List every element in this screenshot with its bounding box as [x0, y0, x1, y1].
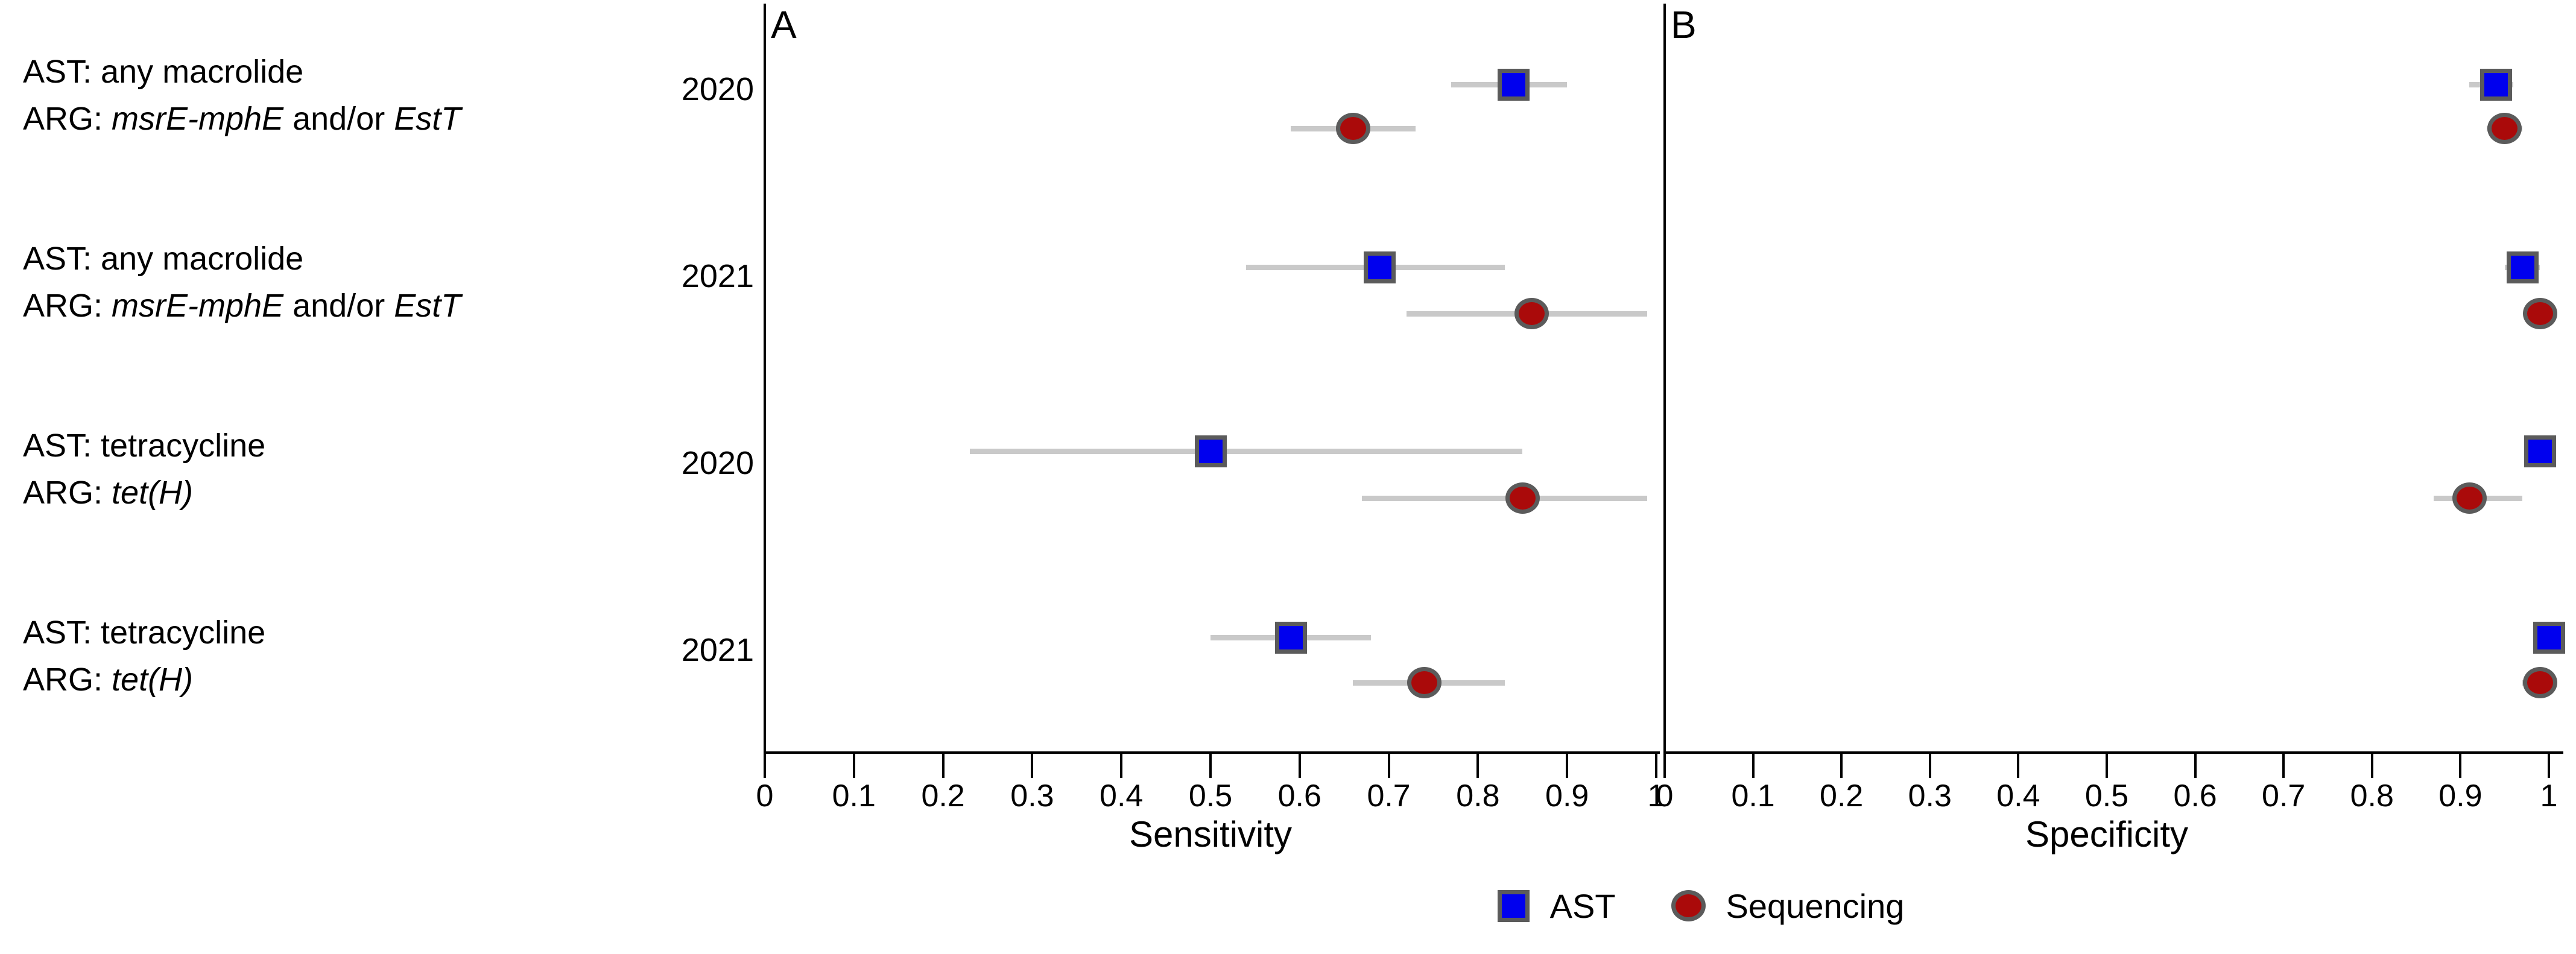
row-label-line2: ARG: tet(H) [23, 475, 194, 511]
panel-B-axis-title: Specificity [2025, 814, 2189, 854]
panel-B-tick-label: 0.1 [1731, 779, 1775, 813]
year-label-group-1: 2020 [681, 71, 754, 107]
row-label-line1: AST: tetracycline [23, 614, 266, 651]
marker-sequencing-g3-A [1505, 482, 1540, 514]
panel-A-tick [1031, 754, 1034, 778]
panel-A-axis-title: Sensitivity [1128, 814, 1293, 854]
panel-B-tick [2459, 754, 2462, 778]
panel-B-x-axis [1663, 751, 2563, 754]
panel-A-x-axis [764, 751, 1660, 754]
row-label-line1: AST: any macrolide [23, 54, 304, 90]
panel-A-tick-label: 0.9 [1545, 779, 1589, 813]
marker-sequencing-g4-A [1407, 667, 1442, 698]
marker-sequencing-g1-A [1335, 113, 1370, 144]
legend-sequencing-label: Sequencing [1726, 886, 1905, 925]
panel-B-tick-label: 0.2 [1820, 779, 1864, 813]
row-label-line2: ARG: msrE-mphE and/or EstT [23, 101, 461, 137]
panel-A-letter: A [771, 3, 797, 46]
panel-B-tick-label: 0.6 [2173, 779, 2217, 813]
panel-A-tick [852, 754, 855, 778]
marker-ast-g4-B [2533, 621, 2565, 654]
panel-A-tick-label: 0.1 [832, 779, 876, 813]
row-label-line2: ARG: tet(H) [23, 662, 194, 698]
panel-B-tick [2282, 754, 2285, 778]
marker-ast-g1-A [1498, 68, 1530, 101]
marker-ast-g2-A [1364, 251, 1396, 283]
panel-B-tick [2106, 754, 2108, 778]
year-label-group-3: 2020 [681, 445, 754, 481]
year-label-group-2: 2021 [681, 258, 754, 294]
error-bar-ast-g3-A [969, 449, 1523, 454]
panel-A-tick [1298, 754, 1301, 778]
panel-B-tick [1928, 754, 1931, 778]
panel-B-left-spine [1663, 4, 1666, 778]
marker-ast-g2-B [2506, 251, 2539, 283]
panel-B-letter: B [1671, 3, 1697, 46]
legend-sequencing-marker-icon [1671, 890, 1706, 921]
panel-A-tick [764, 754, 766, 778]
row-label-line1: AST: tetracycline [23, 428, 266, 464]
panel-A-tick [1566, 754, 1569, 778]
error-bar-sequencing-g3-A [1362, 496, 1648, 501]
legend-ast-marker-icon [1497, 889, 1530, 922]
year-label-group-4: 2021 [681, 632, 754, 668]
row-label-group-3: AST: tetracycline ARG: tet(H) [23, 422, 626, 516]
marker-ast-g1-B [2479, 68, 2512, 101]
panel-B-tick-label: 0 [1656, 779, 1674, 813]
panel-B-tick [1752, 754, 1755, 778]
panel-B-tick-label: 0.3 [1908, 779, 1952, 813]
marker-ast-g3-A [1194, 435, 1227, 467]
panel-B-tick [1663, 754, 1666, 778]
panel-A-tick [941, 754, 945, 778]
panel-A-tick-label: 0.8 [1456, 779, 1500, 813]
panel-B-tick [2548, 754, 2550, 778]
panel-A-tick-label: 0.6 [1277, 779, 1321, 813]
panel-B-tick-label: 0.7 [2262, 779, 2306, 813]
row-label-group-1: AST: any macrolide ARG: msrE-mphE and/or … [23, 48, 626, 142]
panel-B-tick [2370, 754, 2373, 778]
marker-ast-g3-B [2524, 435, 2556, 467]
panel-A-tick [1476, 754, 1479, 778]
panel-A-tick-label: 0.7 [1367, 779, 1411, 813]
marker-sequencing-g3-B [2452, 482, 2487, 514]
panel-A-tick-label: 0.4 [1100, 779, 1144, 813]
row-label-line1: AST: any macrolide [23, 241, 304, 277]
panel-A-tick [1209, 754, 1212, 778]
panel-B-tick-label: 1 [2540, 779, 2558, 813]
panel-B-tick [2194, 754, 2197, 778]
panel-A-tick [1120, 754, 1123, 778]
panel-B-tick-label: 0.5 [2084, 779, 2129, 813]
panel-A-tick-label: 0 [756, 779, 774, 813]
panel-A-left-spine [764, 4, 766, 778]
row-label-group-2: AST: any macrolide ARG: msrE-mphE and/or … [23, 235, 626, 329]
panel-A-tick-label: 0.2 [921, 779, 965, 813]
panel-A-tick [1387, 754, 1390, 778]
panel-A-tick-label: 1 [1647, 779, 1665, 813]
panel-B-tick-label: 0.4 [1996, 779, 2040, 813]
panel-B-tick [1840, 754, 1843, 778]
marker-sequencing-g2-B [2522, 298, 2557, 329]
panel-B-tick-label: 0.9 [2438, 779, 2483, 813]
panel-A-tick-label: 0.3 [1010, 779, 1054, 813]
panel-B-tick [2017, 754, 2020, 778]
marker-sequencing-g4-B [2522, 667, 2557, 698]
marker-ast-g4-A [1274, 621, 1307, 654]
panel-A-tick [1655, 754, 1657, 778]
row-label-group-4: AST: tetracycline ARG: tet(H) [23, 609, 626, 703]
legend-ast-label: AST [1549, 886, 1616, 925]
panel-B-tick-label: 0.8 [2350, 779, 2394, 813]
marker-sequencing-g1-B [2487, 113, 2522, 144]
panel-A-tick-label: 0.5 [1188, 779, 1233, 813]
marker-sequencing-g2-A [1514, 298, 1549, 329]
row-label-line2: ARG: msrE-mphE and/or EstT [23, 288, 461, 324]
chart-legend: AST Sequencing [1448, 882, 1954, 930]
